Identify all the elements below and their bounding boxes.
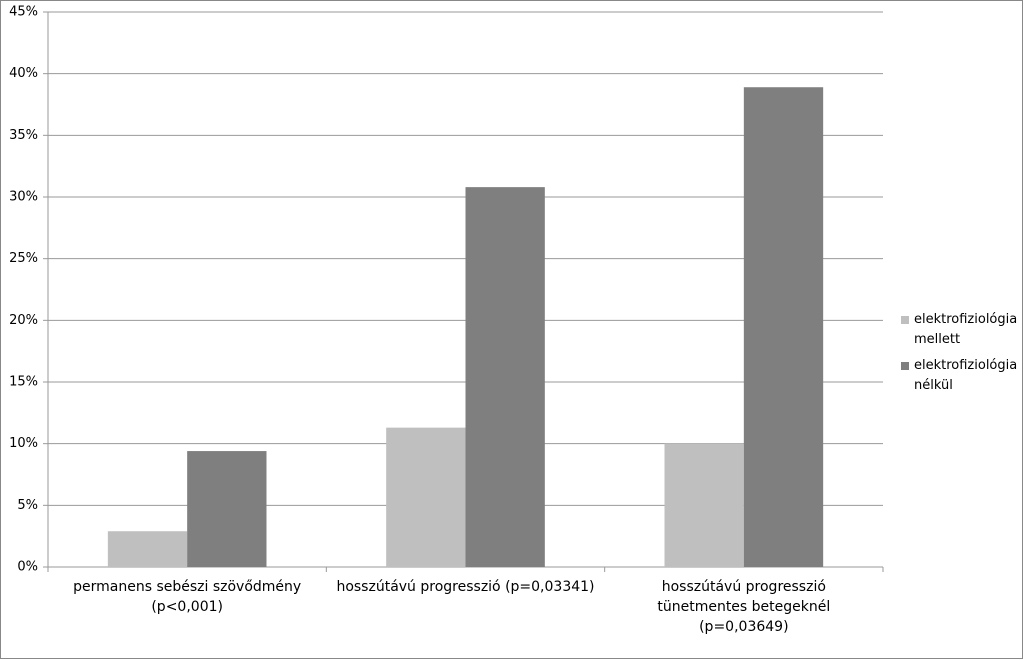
- x-tick-label: hosszútávú progresszió tünetmentes beteg…: [657, 579, 831, 635]
- bar: [107, 531, 188, 567]
- y-tick-label: 25%: [9, 251, 38, 266]
- x-tick-label: hosszútávú progresszió (p=0,03341): [336, 579, 595, 595]
- y-tick-label: 40%: [9, 66, 38, 81]
- bar: [465, 187, 545, 567]
- legend-swatch: [901, 362, 909, 370]
- y-tick-label: 10%: [9, 436, 38, 451]
- y-tick-label: 20%: [9, 313, 38, 328]
- x-tick-label: permanens sebészi szövődmény (p<0,001): [73, 579, 302, 615]
- y-tick-label: 0%: [17, 560, 38, 575]
- y-tick-label: 15%: [9, 375, 38, 390]
- legend-label: elektrofiziológia mellett: [914, 312, 1018, 347]
- y-tick-label: 5%: [17, 498, 38, 513]
- bar: [187, 451, 267, 567]
- y-tick-label: 30%: [9, 190, 38, 205]
- legend-label: elektrofiziológia nélkül: [914, 358, 1018, 393]
- y-tick-label: 45%: [9, 5, 38, 20]
- y-tick-label: 35%: [9, 128, 38, 143]
- bar: [386, 427, 466, 567]
- bar: [664, 443, 744, 567]
- bar: [743, 87, 824, 567]
- legend-swatch: [901, 316, 909, 324]
